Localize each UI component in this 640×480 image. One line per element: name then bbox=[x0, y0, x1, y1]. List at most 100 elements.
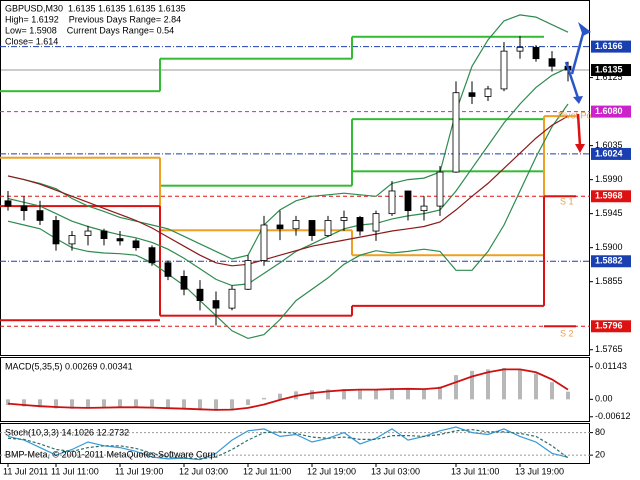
macd-bar bbox=[246, 399, 250, 406]
candle-body bbox=[484, 88, 492, 97]
level-box bbox=[591, 190, 631, 203]
y-tick-label: 1.6035 bbox=[595, 140, 623, 150]
macd-bar bbox=[278, 393, 282, 400]
macd-bar bbox=[134, 399, 138, 408]
macd-bar bbox=[422, 389, 426, 400]
candle-body bbox=[244, 260, 252, 290]
y-tick-label: 20 bbox=[595, 450, 605, 460]
macd-bar bbox=[534, 373, 538, 400]
main-panel-frame bbox=[0, 0, 590, 356]
macd-bar bbox=[438, 386, 442, 400]
macd-bar bbox=[550, 382, 554, 400]
macd-bar bbox=[86, 399, 90, 408]
macd-bar bbox=[198, 399, 202, 411]
annotation: S 2 bbox=[560, 328, 574, 338]
x-tick-label: 13 Jul 19:00 bbox=[515, 466, 564, 476]
candle-body bbox=[36, 210, 44, 221]
macd-bar bbox=[486, 369, 490, 400]
indicator-line bbox=[7, 14, 569, 260]
macd-bar bbox=[6, 399, 10, 406]
indicator-line bbox=[7, 103, 569, 340]
candle-body bbox=[324, 220, 332, 236]
stoch-panel-frame bbox=[0, 423, 590, 464]
candle-body bbox=[164, 262, 172, 277]
y-tick-label: 1.6125 bbox=[595, 72, 623, 82]
level-label: 1.6166 bbox=[595, 41, 623, 51]
candle-body bbox=[548, 58, 556, 67]
candle-body bbox=[340, 217, 348, 221]
candle-body bbox=[388, 190, 396, 215]
candle-body bbox=[68, 235, 76, 245]
macd-bar bbox=[166, 399, 170, 409]
candle-body bbox=[356, 217, 364, 232]
macd-bar bbox=[310, 390, 314, 400]
level-label: 1.5796 bbox=[595, 321, 623, 331]
macd-bar bbox=[358, 389, 362, 400]
candle-body bbox=[20, 205, 28, 212]
x-tick-label: 13 Jul 11:00 bbox=[451, 466, 499, 476]
level-label: 1.6135 bbox=[595, 64, 623, 74]
macd-bar bbox=[22, 399, 26, 407]
macd-bar bbox=[262, 397, 266, 400]
arrow-up-head bbox=[578, 22, 591, 36]
arrow-up bbox=[570, 29, 586, 75]
stoch-line bbox=[7, 428, 569, 460]
level-box bbox=[591, 147, 631, 160]
candle-body bbox=[420, 205, 428, 212]
macd-bar bbox=[38, 399, 42, 408]
macd-bar bbox=[454, 375, 458, 400]
candle-body bbox=[148, 247, 156, 264]
candle-body bbox=[180, 275, 188, 290]
arrow-red-head bbox=[575, 144, 585, 153]
arrow-red bbox=[576, 113, 582, 147]
x-tick-label: 12 Jul 19:00 bbox=[307, 466, 356, 476]
x-tick-label: 11 Jul 11:00 bbox=[51, 466, 99, 476]
candle-body bbox=[116, 238, 124, 242]
candle-body bbox=[372, 213, 380, 232]
candle-body bbox=[212, 300, 220, 309]
candle-body bbox=[500, 50, 508, 90]
arrow-down bbox=[564, 61, 580, 99]
macd-bar bbox=[566, 391, 570, 400]
y-tick-label: -0.00612 bbox=[595, 411, 631, 421]
indicator-line bbox=[7, 115, 569, 267]
macd-signal bbox=[7, 368, 569, 411]
macd-bar bbox=[470, 370, 474, 400]
macd-bar bbox=[182, 399, 186, 410]
candle-body bbox=[436, 171, 444, 207]
x-tick-label: 11 Jul 19:00 bbox=[115, 466, 163, 476]
macd-bar bbox=[518, 369, 522, 400]
x-tick-label: 12 Jul 03:00 bbox=[179, 466, 228, 476]
plot-layer: 1.6125 1.6035 1.5990 1.5945 1.5900 1.5855 1.57… bbox=[0, 3, 631, 476]
level-label: 1.5882 bbox=[595, 256, 623, 266]
level-box bbox=[591, 320, 631, 333]
macd-bar bbox=[230, 399, 234, 410]
candle-body bbox=[132, 240, 140, 249]
candle-body bbox=[260, 224, 268, 261]
macd-bar bbox=[326, 389, 330, 400]
x-tick-label: 11 Jul 2011 bbox=[3, 466, 48, 476]
macd-bar bbox=[374, 389, 378, 400]
level-box bbox=[591, 40, 631, 53]
y-tick-label: 1.5765 bbox=[595, 344, 623, 354]
footer: BMP-Meta, © 2001-2011 MetaQuotes Softwar… bbox=[5, 449, 218, 459]
y-tick-label: 1.5945 bbox=[595, 208, 623, 218]
candle-body bbox=[468, 92, 476, 97]
candle-body bbox=[84, 230, 92, 236]
level-box bbox=[591, 64, 631, 77]
candle-body bbox=[516, 46, 524, 52]
candle-body bbox=[276, 224, 284, 230]
candle-body bbox=[100, 230, 108, 239]
candle-body bbox=[532, 46, 540, 60]
candle-body bbox=[404, 190, 412, 212]
macd-bar bbox=[390, 387, 394, 400]
macd-bar bbox=[150, 399, 154, 408]
panel-title: MACD(5,35,5) 0.00269 0.00341 bbox=[5, 361, 133, 371]
macd-bar bbox=[342, 389, 346, 400]
info-line: GBPUSD,M30 1.6135 1.6135 1.6135 1.6135 bbox=[5, 3, 186, 13]
annotation: S 1 bbox=[560, 196, 574, 206]
level-box bbox=[591, 105, 631, 118]
candle-body bbox=[4, 200, 12, 207]
